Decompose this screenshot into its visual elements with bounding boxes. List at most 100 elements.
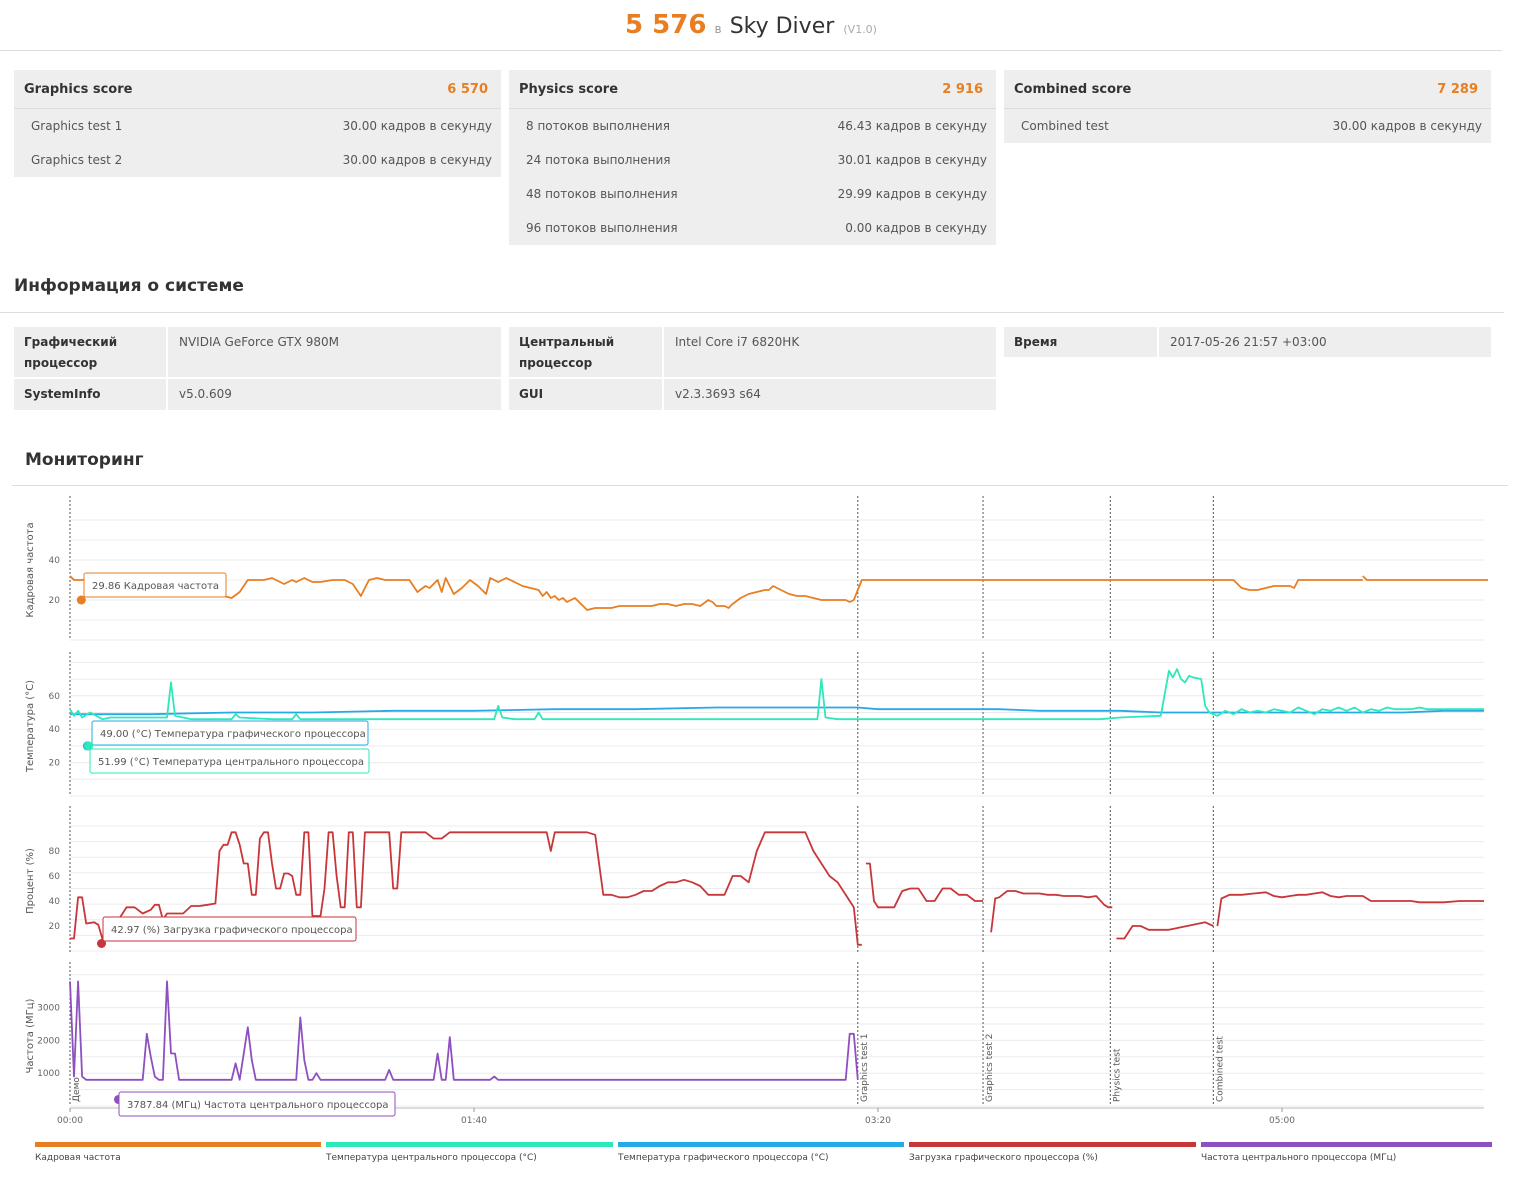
row-value: 0.00 кадров в секунду — [845, 221, 987, 235]
score-row: 24 потока выполнения 30.01 кадров в секун… — [509, 143, 996, 177]
score-row: 48 потоков выполнения 29.99 кадров в секу… — [509, 177, 996, 211]
systeminfo-value: v5.0.609 — [168, 379, 501, 410]
y-tick-label: 3000 — [37, 1004, 60, 1014]
legend-item-cpu-freq[interactable]: Частота центрального процессора (МГц) — [1201, 1142, 1492, 1172]
y-axis-label: Процент (%) — [25, 848, 36, 914]
series-line-gpu_load — [865, 862, 983, 909]
panel-title: Combined score — [1014, 81, 1132, 97]
monitoring-chart[interactable]: 20 40 Кадровая частота 20 40 60 Температура (°… — [0, 488, 1514, 1128]
legend-item-gpu-temp[interactable]: Температура графического процессора (°C) — [618, 1142, 904, 1172]
row-value: 30.00 кадров в секунду — [342, 119, 492, 133]
tooltip-text: 49.00 (°C) Температура графического проц… — [100, 729, 366, 740]
score-line: 5 576 в Sky Diver (V1.0) — [0, 10, 1502, 40]
panel-title: Physics score — [519, 81, 619, 97]
row-label: 96 потоков выполнения — [526, 221, 678, 235]
row-label: Graphics test 1 — [31, 119, 123, 133]
time-key: Время — [1004, 327, 1157, 357]
y-axis-label: Частота (МГц) — [25, 998, 36, 1073]
series-line-gpu_load — [1116, 921, 1214, 940]
score-row: 96 потоков выполнения 0.00 кадров в секун… — [509, 211, 996, 245]
tooltip-box — [89, 748, 370, 774]
series-line-gpu_load — [70, 831, 862, 946]
panel-score: 6 570 — [447, 81, 488, 97]
legend-swatch — [326, 1142, 613, 1147]
y-axis-label: Температура (°C) — [25, 680, 36, 773]
x-tick-label: 03:20 — [865, 1116, 891, 1126]
y-tick-label: 20 — [49, 759, 61, 769]
sysinfo-title: Информация о системе — [14, 276, 244, 296]
gui-value: v2.3.3693 s64 — [664, 379, 996, 410]
systeminfo-key: SystemInfo — [14, 379, 166, 410]
cpu-value: Intel Core i7 6820HK — [664, 327, 996, 377]
tooltip-text: 3787.84 (МГц) Частота центрального проце… — [127, 1100, 388, 1111]
row-label: 48 потоков выполнения — [526, 187, 678, 201]
y-tick-label: 40 — [49, 725, 61, 735]
x-tick-label: 01:40 — [461, 1116, 487, 1126]
sysinfo-divider — [0, 312, 1504, 313]
series-line-gpu_load — [990, 890, 1113, 933]
tooltip-point — [76, 595, 86, 605]
physics-score-panel: Physics score 2 916 8 потоков выполнения 4… — [509, 70, 996, 245]
y-tick-label: 80 — [49, 847, 61, 857]
graphics-score-panel: Graphics score 6 570 Graphics test 1 30.00… — [14, 70, 501, 177]
panel-score: 7 289 — [1437, 81, 1478, 97]
legend-label: Температура графического процессора (°C) — [618, 1153, 829, 1163]
series-line-fps — [1362, 575, 1488, 581]
legend-label: Загрузка графического процессора (%) — [909, 1153, 1098, 1163]
series-line-cpu_temp — [69, 668, 1484, 721]
legend-label: Кадровая частота — [35, 1153, 121, 1163]
row-value: 46.43 кадров в секунду — [837, 119, 987, 133]
y-tick-label: 40 — [49, 556, 61, 566]
in-word: в — [714, 22, 722, 36]
row-value: 29.99 кадров в секунду — [837, 187, 987, 201]
test-marker-label: Graphics test 2 — [985, 1034, 995, 1102]
legend-item-fps[interactable]: Кадровая частота — [35, 1142, 321, 1172]
tooltip-box — [91, 720, 369, 746]
row-label: Combined test — [1021, 119, 1109, 133]
y-tick-label: 20 — [49, 922, 61, 932]
y-axis-label: Кадровая частота — [25, 522, 36, 617]
y-tick-label: 60 — [49, 872, 61, 882]
row-label: 8 потоков выполнения — [526, 119, 670, 133]
series-line-cpu_freq — [69, 980, 859, 1081]
score-row: Graphics test 2 30.00 кадров в секунду — [14, 143, 501, 177]
legend-item-gpu-load[interactable]: Загрузка графического процессора (%) — [909, 1142, 1196, 1172]
monitoring-title: Мониторинг — [25, 450, 144, 470]
x-tick-label: 00:00 — [57, 1116, 83, 1126]
legend-label: Температура центрального процессора (°C) — [326, 1153, 537, 1163]
gpu-value: NVIDIA GeForce GTX 980M — [168, 327, 501, 377]
legend-swatch — [1201, 1142, 1492, 1147]
legend-swatch — [909, 1142, 1196, 1147]
row-value: 30.00 кадров в секунду — [1332, 119, 1482, 133]
benchmark-version: (V1.0) — [843, 23, 877, 36]
y-tick-label: 40 — [49, 897, 61, 907]
benchmark-name[interactable]: Sky Diver — [729, 14, 835, 39]
legend-swatch — [618, 1142, 904, 1147]
overall-score: 5 576 — [625, 10, 707, 40]
x-tick-label: 05:00 — [1269, 1116, 1295, 1126]
y-tick-label: 60 — [49, 692, 61, 702]
legend-swatch — [35, 1142, 321, 1147]
y-tick-label: 2000 — [37, 1036, 60, 1046]
tooltip-text: 51.99 (°C) Температура центрального проц… — [98, 757, 364, 768]
row-label: Graphics test 2 — [31, 153, 123, 167]
tooltip-point — [84, 741, 94, 751]
test-marker-label: Physics test — [1112, 1048, 1122, 1102]
row-label: 24 потока выполнения — [526, 153, 671, 167]
y-tick-label: 1000 — [37, 1069, 60, 1079]
score-row: 8 потоков выполнения 46.43 кадров в секун… — [509, 109, 996, 143]
cpu-key: Центральный процессор — [509, 327, 662, 377]
gpu-key: Графический процессор — [14, 327, 166, 377]
page-header: 5 576 в Sky Diver (V1.0) — [0, 0, 1502, 51]
tooltip-box — [118, 1091, 396, 1117]
test-marker-label: Демо — [72, 1077, 82, 1102]
combined-score-panel: Combined score 7 289 Combined test 30.00 к… — [1004, 70, 1491, 143]
legend-item-cpu-temp[interactable]: Температура центрального процессора (°C) — [326, 1142, 613, 1172]
row-value: 30.01 кадров в секунду — [837, 153, 987, 167]
legend-label: Частота центрального процессора (МГц) — [1201, 1153, 1397, 1163]
score-row: Combined test 30.00 кадров в секунду — [1004, 109, 1491, 143]
tooltip-box — [102, 916, 357, 942]
tooltip-box — [83, 572, 227, 598]
panel-score: 2 916 — [942, 81, 983, 97]
monitoring-divider — [12, 485, 1508, 486]
